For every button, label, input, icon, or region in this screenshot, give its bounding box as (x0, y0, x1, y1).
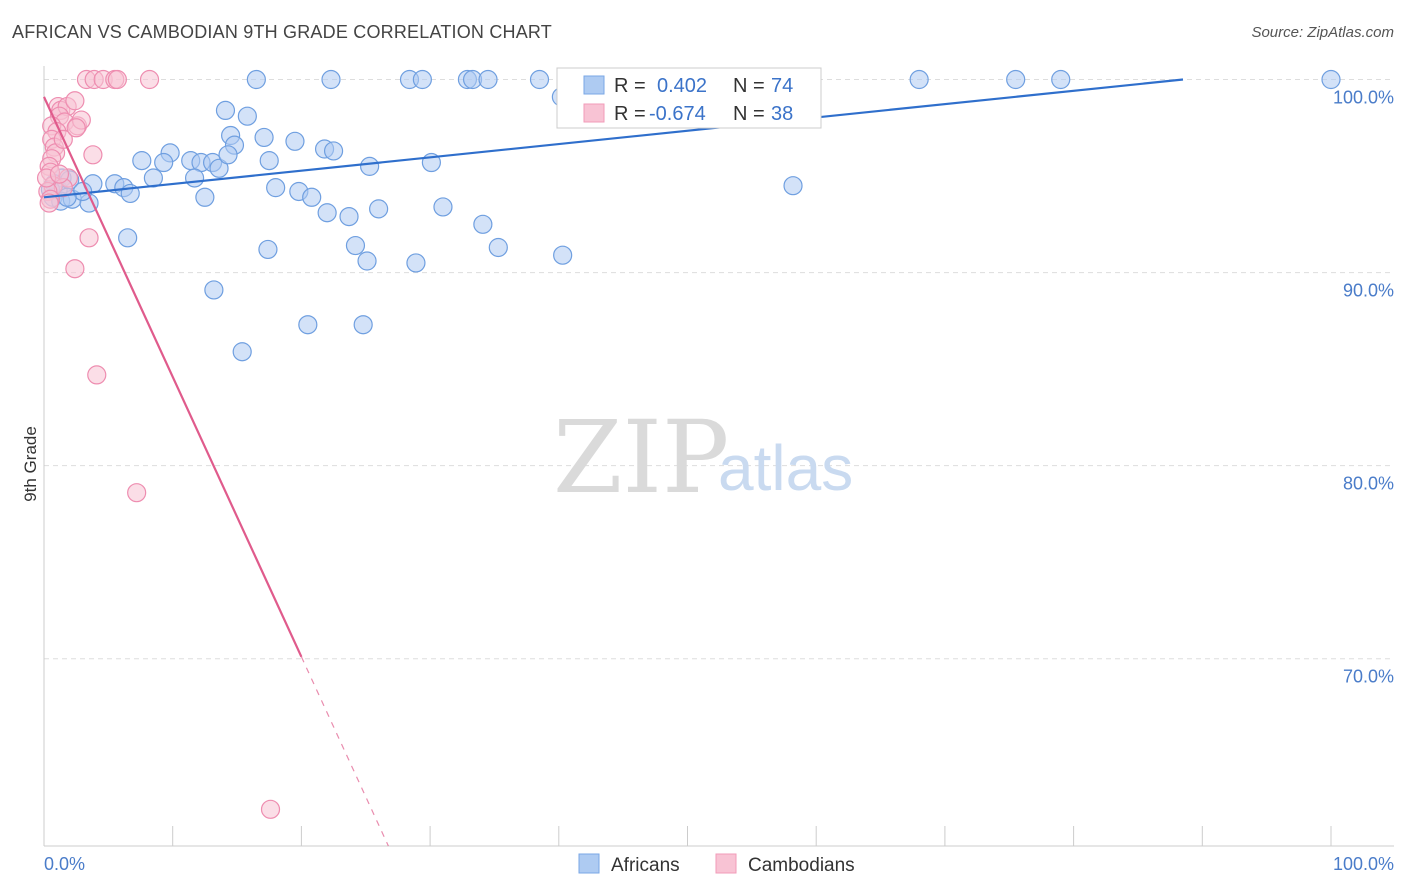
africans-trend-line (43, 78, 1184, 199)
africans-point-66 (353, 315, 373, 335)
africans-point-26 (132, 151, 152, 171)
africans-point-0 (246, 69, 266, 90)
cambodians-point-32 (79, 228, 99, 248)
africans-point-10 (1006, 69, 1026, 90)
y-tick-label-3: 70.0% (1343, 667, 1394, 687)
africans-point-54 (369, 199, 389, 219)
legend-swatch-africans (583, 75, 605, 95)
bottom-legend-africans: Africans (611, 855, 680, 876)
y-axis-label: 9th Grade (21, 426, 40, 502)
legend-n-value-cambodians: 38 (771, 103, 793, 125)
africans-point-61 (406, 253, 426, 273)
africans-point-52 (317, 203, 337, 223)
africans-point-59 (345, 235, 366, 256)
trend-lines (43, 78, 1184, 847)
africans-point-23 (285, 131, 305, 151)
cambodians-point-36 (260, 799, 281, 819)
bottom-legend-swatch-cambodians (715, 853, 737, 874)
africans-point-3 (412, 69, 432, 90)
legend-n-label-cambodians: N = (733, 103, 765, 125)
africans-point-43 (783, 176, 803, 196)
africans-point-11 (1051, 69, 1071, 90)
chart-title: AFRICAN VS CAMBODIAN 9TH GRADE CORRELATI… (12, 22, 553, 42)
cambodians-trend-extension (300, 656, 389, 847)
legend-r-value-africans: 0.402 (657, 75, 707, 97)
legend-box: R = 0.402 N = 74 R = -0.674 N = 38 (556, 67, 822, 129)
africans-point-35 (218, 145, 238, 165)
bottom-legend: Africans Cambodians (578, 853, 855, 876)
africans-point-20 (254, 127, 274, 148)
bottom-legend-cambodians: Cambodians (748, 855, 855, 876)
africans-point-40 (184, 168, 205, 188)
grid-lines (44, 79, 1394, 660)
cambodians-point-34 (87, 365, 107, 385)
y-tick-label-0: 100.0% (1333, 88, 1394, 108)
africans-point-50 (195, 187, 215, 207)
bottom-legend-swatch-africans (578, 853, 600, 874)
africans-point-60 (357, 251, 377, 271)
cambodians-point-33 (65, 259, 85, 279)
cambodians-points (36, 69, 281, 819)
africans-point-58 (258, 239, 278, 260)
cambodians-point-37 (49, 164, 70, 184)
cambodians-point-4 (107, 69, 127, 90)
africans-point-65 (298, 315, 318, 335)
africans-point-57 (118, 228, 138, 248)
cambodians-trend-line (43, 96, 303, 658)
cambodians-point-9 (65, 91, 85, 111)
legend-r-label-cambodians: R = (614, 103, 646, 125)
africans-point-17 (215, 100, 236, 121)
africans-point-7 (529, 69, 550, 90)
africans-point-33 (360, 156, 380, 176)
source-credit: Source: ZipAtlas.com (1251, 24, 1394, 41)
y-tick-label-1: 90.0% (1343, 281, 1394, 301)
cambodians-point-22 (83, 145, 103, 165)
legend-r-label-africans: R = (614, 75, 646, 97)
africans-point-62 (488, 237, 508, 258)
africans-point-9 (909, 69, 929, 90)
africans-point-31 (209, 158, 229, 178)
x-tick-label-max: 100.0% (1333, 854, 1394, 874)
cambodians-point-35 (127, 483, 147, 503)
africans-point-64 (204, 280, 224, 300)
africans-point-55 (433, 197, 453, 217)
legend-n-value-africans: 74 (771, 75, 793, 97)
legend-r-value-cambodians: -0.674 (649, 103, 706, 125)
africans-point-1 (321, 69, 341, 90)
africans-point-51 (302, 187, 322, 207)
x-tick-label-min: 0.0% (44, 854, 85, 874)
watermark: ZIP atlas (553, 399, 853, 516)
cambodians-point-29 (39, 193, 59, 213)
watermark-zip: ZIP (553, 399, 729, 516)
africans-point-12 (1321, 69, 1341, 90)
africans-point-27 (154, 152, 174, 173)
africans-point-25 (323, 141, 344, 161)
africans-point-18 (237, 106, 257, 126)
legend-swatch-cambodians (583, 103, 605, 123)
cambodians-point-5 (139, 69, 160, 90)
africans-point-32 (259, 151, 279, 171)
africans-point-63 (553, 245, 573, 265)
africans-point-56 (473, 214, 493, 234)
cambodians-point-31 (66, 118, 86, 138)
y-tick-labels: 100.0% 90.0% 80.0% 70.0% (1333, 88, 1394, 687)
y-tick-label-2: 80.0% (1343, 474, 1394, 494)
africans-point-6 (478, 69, 498, 90)
legend-n-label-africans: N = (733, 75, 765, 97)
africans-point-53 (339, 206, 359, 227)
africans-point-67 (232, 342, 252, 362)
africans-point-42 (266, 178, 286, 198)
watermark-atlas: atlas (718, 432, 853, 504)
axes (43, 66, 1394, 847)
